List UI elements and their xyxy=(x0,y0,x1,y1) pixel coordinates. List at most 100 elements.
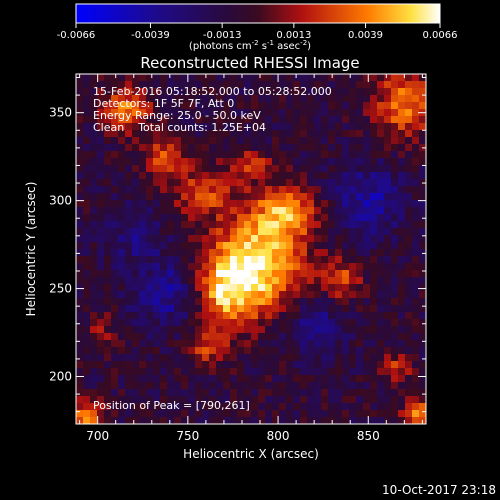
heatmap-cell xyxy=(398,144,406,152)
heatmap-cell xyxy=(174,249,182,257)
heatmap-cell xyxy=(188,88,196,96)
heatmap-cell xyxy=(307,375,315,383)
heatmap-cell xyxy=(377,305,385,313)
heatmap-cell xyxy=(195,214,203,222)
heatmap-cell xyxy=(90,193,98,201)
heatmap-cell xyxy=(90,74,98,82)
heatmap-cell xyxy=(412,137,420,145)
heatmap-cell xyxy=(230,137,238,145)
heatmap-cell xyxy=(286,256,294,264)
heatmap-cell xyxy=(160,368,168,376)
x-axis-label: Heliocentric X (arcsec) xyxy=(183,447,319,461)
heatmap-cell xyxy=(237,228,245,236)
heatmap-cell xyxy=(195,235,203,243)
heatmap-cell xyxy=(90,137,98,145)
heatmap-cell xyxy=(391,207,399,215)
heatmap-cell xyxy=(335,165,343,173)
heatmap-cell xyxy=(342,277,350,285)
heatmap-cell xyxy=(83,284,91,292)
y-tick-label: 250 xyxy=(49,282,72,296)
heatmap-cell xyxy=(244,403,252,411)
heatmap-cell xyxy=(349,291,357,299)
heatmap-cell xyxy=(230,109,238,117)
heatmap-cell xyxy=(293,137,301,145)
heatmap-cell xyxy=(104,88,112,96)
heatmap-cell xyxy=(335,389,343,397)
heatmap-cell xyxy=(258,417,266,424)
heatmap-cell xyxy=(90,396,98,404)
heatmap-cell xyxy=(300,158,308,166)
heatmap-cell xyxy=(237,130,245,138)
heatmap-cell xyxy=(139,179,147,187)
heatmap-cell xyxy=(363,256,371,264)
heatmap-cell xyxy=(111,326,119,334)
heatmap-cell xyxy=(328,193,336,201)
heatmap-cell xyxy=(307,158,315,166)
heatmap-cell xyxy=(384,319,392,327)
heatmap-cell xyxy=(251,396,259,404)
heatmap-cell xyxy=(307,389,315,397)
heatmap-cell xyxy=(83,298,91,306)
heatmap-cell xyxy=(258,368,266,376)
heatmap-cell xyxy=(223,172,231,180)
heatmap-cell xyxy=(293,242,301,250)
heatmap-cell xyxy=(139,242,147,250)
heatmap-cell xyxy=(132,165,140,173)
heatmap-cell xyxy=(321,179,329,187)
heatmap-cell xyxy=(370,249,378,257)
heatmap-cell xyxy=(174,354,182,362)
colorbar-tick-label: 0.0013 xyxy=(276,30,311,41)
heatmap-cell xyxy=(118,382,126,390)
heatmap-cell xyxy=(321,284,329,292)
heatmap-cell xyxy=(90,158,98,166)
heatmap-cell xyxy=(202,312,210,320)
heatmap-cell xyxy=(307,193,315,201)
heatmap-cell xyxy=(363,340,371,348)
annotation-detectors: Detectors: 1F 5F 7F, Att 0 xyxy=(93,97,234,110)
heatmap-cell xyxy=(391,347,399,355)
heatmap-cell xyxy=(412,368,420,376)
heatmap-cell xyxy=(412,221,420,229)
heatmap-cell xyxy=(398,417,406,424)
heatmap-cell xyxy=(97,207,105,215)
heatmap-cell xyxy=(412,144,420,152)
heatmap-cell xyxy=(398,249,406,257)
heatmap-cell xyxy=(76,186,84,194)
heatmap-cell xyxy=(321,158,329,166)
heatmap-cell xyxy=(286,158,294,166)
heatmap-cell xyxy=(391,361,399,369)
heatmap-cell xyxy=(384,235,392,243)
heatmap-cell xyxy=(118,291,126,299)
heatmap-cell xyxy=(335,123,343,131)
heatmap-cell xyxy=(286,151,294,159)
heatmap-cell xyxy=(160,270,168,278)
heatmap-cell xyxy=(391,102,399,110)
heatmap-cell xyxy=(160,221,168,229)
heatmap-cell xyxy=(188,109,196,117)
heatmap-cell xyxy=(307,347,315,355)
heatmap-cell xyxy=(97,340,105,348)
heatmap-cell xyxy=(370,382,378,390)
heatmap-cell xyxy=(181,375,189,383)
heatmap-cell xyxy=(153,200,161,208)
heatmap-cell xyxy=(160,382,168,390)
heatmap-cell xyxy=(286,284,294,292)
y-tick-label: 350 xyxy=(49,106,72,120)
heatmap-cell xyxy=(307,340,315,348)
heatmap-cell xyxy=(76,102,84,110)
heatmap-cell xyxy=(251,354,259,362)
heatmap-cell xyxy=(405,158,413,166)
heatmap-cell xyxy=(83,88,91,96)
heatmap-cell xyxy=(384,291,392,299)
heatmap-cell xyxy=(300,333,308,341)
heatmap-cell xyxy=(370,291,378,299)
heatmap-cell xyxy=(230,417,238,424)
heatmap-cell xyxy=(335,263,343,271)
heatmap-cell xyxy=(279,88,287,96)
heatmap-cell xyxy=(97,263,105,271)
heatmap-cell xyxy=(146,200,154,208)
heatmap-cell xyxy=(398,270,406,278)
heatmap-cell xyxy=(104,270,112,278)
heatmap-cell xyxy=(342,116,350,124)
heatmap-cell xyxy=(370,417,378,424)
